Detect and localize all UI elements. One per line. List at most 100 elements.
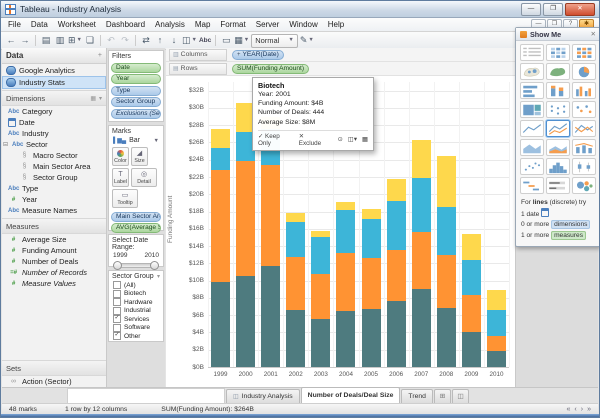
maximize-button[interactable]: ❐ <box>543 2 563 16</box>
checkbox-checked-icon[interactable]: ✓ <box>113 332 121 341</box>
teal-segment-1999[interactable] <box>211 282 231 367</box>
bar-2006[interactable] <box>386 178 406 367</box>
teal-segment-2006[interactable] <box>386 301 406 367</box>
view-size-select[interactable]: Normal ▼ <box>251 33 298 48</box>
field-main-sector-area[interactable]: § Main Sector Area <box>2 161 106 172</box>
bar-2000[interactable] <box>236 102 256 367</box>
showme-horizontal-bars[interactable] <box>520 82 544 99</box>
orange-segment-2001[interactable] <box>261 164 281 266</box>
pin-icon[interactable]: + <box>97 52 102 59</box>
yellow-segment-2008[interactable] <box>436 156 456 208</box>
menu-file[interactable]: File <box>8 20 21 29</box>
showme-treemap[interactable] <box>520 101 544 118</box>
cyan-segment-2003[interactable] <box>311 237 331 274</box>
columns-shelf[interactable]: ▥ Columns + YEAR(Date) <box>166 48 515 62</box>
bar-2009[interactable] <box>461 234 481 367</box>
checkbox-icon[interactable] <box>113 323 121 332</box>
sector-option-all[interactable]: (All) <box>109 281 163 290</box>
yellow-segment-2005[interactable] <box>361 208 381 220</box>
header-icon[interactable]: ▾ <box>98 95 102 102</box>
yellow-segment-2003[interactable] <box>311 231 331 238</box>
menu-window[interactable]: Window <box>289 20 318 29</box>
marks-pill-avg-average-size[interactable]: AVG(Average Size) <box>111 223 161 233</box>
field-average-size[interactable]: # Average Size <box>2 234 106 245</box>
close-icon[interactable]: ✕ <box>590 31 596 38</box>
showme-scatter-plot[interactable] <box>520 158 544 175</box>
field-funding-amount[interactable]: # Funding Amount <box>2 245 106 256</box>
teal-segment-2000[interactable] <box>236 276 256 367</box>
sort-descending-button[interactable]: ↓ <box>171 35 177 45</box>
menu-worksheet[interactable]: Worksheet <box>57 20 96 29</box>
teal-segment-2001[interactable] <box>261 265 281 367</box>
sector-option-software[interactable]: Software <box>109 323 163 333</box>
bar-2010[interactable] <box>486 290 506 367</box>
status-nav-icon[interactable]: ‹ <box>574 405 577 413</box>
bar-2007[interactable] <box>411 139 431 367</box>
detail-button[interactable]: ◎ Detail <box>131 168 157 187</box>
slider-handle-min[interactable] <box>113 260 122 270</box>
checkbox-icon[interactable] <box>113 306 121 315</box>
mark-type-dropdown[interactable]: ▌▆▄ Bar ▼ <box>109 136 163 145</box>
bar-2003[interactable] <box>311 231 331 367</box>
cyan-segment-2002[interactable] <box>286 221 306 258</box>
teal-segment-2010[interactable] <box>486 351 506 367</box>
showme-area-continuous[interactable] <box>520 139 544 156</box>
save-button[interactable]: ▤ <box>41 35 51 45</box>
filter-pill-type[interactable]: Type <box>111 85 161 96</box>
teal-segment-2008[interactable] <box>436 308 456 367</box>
cyan-segment-1999[interactable] <box>211 147 231 171</box>
showme-heat-map[interactable] <box>546 44 570 61</box>
swap-rows-columns-button[interactable]: ⇄ <box>142 35 150 45</box>
orange-segment-2006[interactable] <box>386 250 406 302</box>
presentation-mode-button[interactable]: ▭ <box>221 35 231 45</box>
orange-segment-2009[interactable] <box>461 295 481 332</box>
pin-button[interactable]: ⊙ <box>337 136 343 144</box>
showme-symbol-map[interactable] <box>520 63 544 80</box>
showme-dual-lines[interactable] <box>572 120 596 137</box>
orange-segment-2000[interactable] <box>236 161 256 277</box>
cyan-segment-2000[interactable] <box>236 132 256 162</box>
orange-segment-2007[interactable] <box>411 232 431 290</box>
add-datasource-button[interactable]: ▥ <box>55 35 65 45</box>
orange-segment-2004[interactable] <box>336 253 356 311</box>
showme-packed-bubbles[interactable] <box>572 177 596 194</box>
teal-segment-2007[interactable] <box>411 289 431 367</box>
sector-option-hardware[interactable]: Hardware <box>109 298 163 307</box>
bar-2001[interactable] <box>261 116 281 367</box>
field-type[interactable]: Abc Type <box>2 183 106 194</box>
field-measure-values[interactable]: # Measure Values <box>2 278 106 289</box>
field-category[interactable]: Abc Category <box>2 106 106 117</box>
status-nav-icon[interactable]: › <box>580 405 584 413</box>
expand-date-icon[interactable]: + <box>237 51 241 58</box>
showme-gantt[interactable] <box>520 177 544 194</box>
cyan-segment-2009[interactable] <box>461 259 481 296</box>
fit-selector-button[interactable]: ▦ ▼ <box>234 35 250 45</box>
rows-shelf[interactable]: ▤ Rows SUM(Funding Amount) <box>166 62 515 76</box>
orange-segment-2002[interactable] <box>286 257 306 310</box>
cyan-segment-2010[interactable] <box>486 310 506 336</box>
bar-1999[interactable] <box>211 128 231 367</box>
exclude-button[interactable]: ✕ Exclude <box>298 132 322 147</box>
showme-lines-discrete[interactable] <box>546 120 570 137</box>
orange-segment-2005[interactable] <box>361 258 381 310</box>
cyan-segment-2008[interactable] <box>436 207 456 255</box>
showme-circle-views[interactable] <box>546 101 570 118</box>
field-macro-sector[interactable]: § Macro Sector <box>2 150 106 161</box>
collapse-icon[interactable]: ⊟ <box>3 142 9 148</box>
menu-help[interactable]: Help <box>327 20 345 29</box>
checkbox-icon[interactable] <box>113 298 121 307</box>
rows-pill-sum-funding-amount[interactable]: SUM(Funding Amount) <box>232 63 310 74</box>
menu-dashboard[interactable]: Dashboard <box>105 20 146 29</box>
stacked-bar-chart[interactable]: Funding Amount Biotech Year: 2001 Funding… <box>166 76 515 387</box>
showme-highlight-table[interactable] <box>572 44 596 61</box>
field-sector[interactable]: ⊟ Abc Sector <box>2 139 106 150</box>
bar-2005[interactable] <box>361 208 381 367</box>
yellow-segment-2009[interactable] <box>461 234 481 260</box>
yellow-segment-2007[interactable] <box>411 139 431 178</box>
tab-trend[interactable]: Trend <box>401 389 433 403</box>
yellow-segment-1999[interactable] <box>211 128 231 148</box>
field-year[interactable]: # Year <box>2 194 106 205</box>
yellow-segment-2002[interactable] <box>286 213 306 222</box>
sector-option-biotech[interactable]: Biotech <box>109 289 163 299</box>
teal-segment-2004[interactable] <box>336 310 356 367</box>
